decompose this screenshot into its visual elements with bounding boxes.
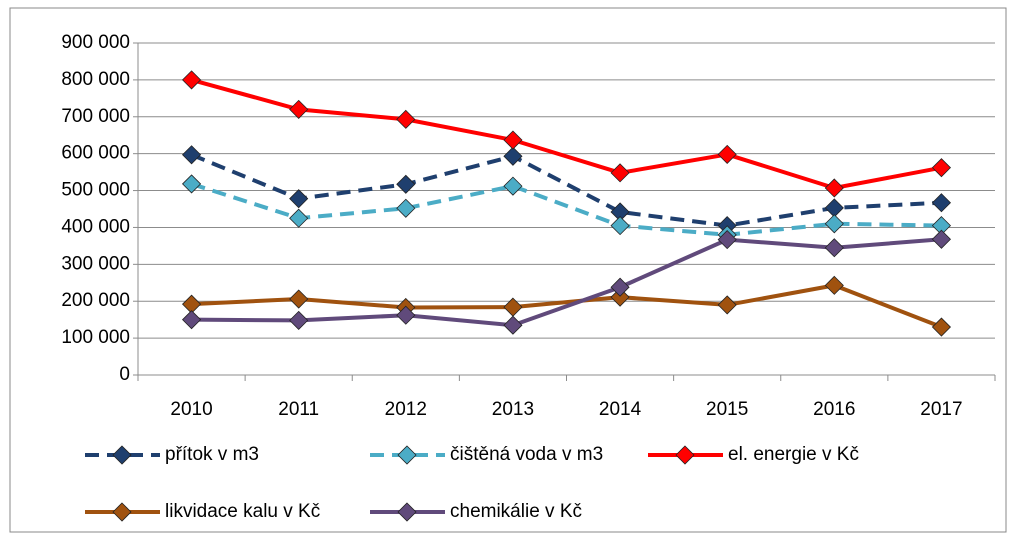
legend-label: likvidace kalu v Kč — [165, 501, 320, 522]
legend-marker — [675, 445, 695, 465]
marker — [289, 99, 309, 119]
y-tick-label: 300 000 — [61, 253, 130, 274]
legend-label: čištěná voda v m3 — [450, 444, 603, 465]
x-tick-label: 2010 — [170, 399, 212, 420]
marker — [824, 238, 844, 258]
legend-label: chemikálie v Kč — [450, 501, 582, 522]
marker — [503, 130, 523, 150]
y-tick-label: 700 000 — [61, 106, 130, 127]
y-tick-label: 600 000 — [61, 143, 130, 164]
legend-marker — [112, 502, 132, 522]
marker — [396, 109, 416, 129]
marker — [931, 229, 952, 249]
y-tick-label: 900 000 — [61, 32, 130, 53]
legend-label: přítok v m3 — [165, 444, 259, 465]
series-line — [190, 182, 942, 237]
marker — [503, 146, 523, 166]
legend-marker — [397, 502, 417, 522]
y-tick-label: 0 — [119, 364, 130, 385]
x-tick-label: 2017 — [920, 399, 962, 420]
y-tick-label: 400 000 — [61, 216, 130, 237]
legend-label: el. energie v Kč — [728, 444, 859, 465]
marker — [503, 315, 523, 335]
x-tick-label: 2015 — [706, 399, 748, 420]
marker — [181, 174, 202, 194]
x-tick-label: 2012 — [385, 399, 427, 420]
y-tick-label: 800 000 — [61, 69, 130, 90]
marker — [824, 275, 844, 295]
marker — [289, 310, 309, 330]
series-line — [191, 237, 942, 328]
x-tick-label: 2016 — [813, 399, 855, 420]
marker — [610, 163, 630, 183]
chart-border — [9, 7, 1007, 533]
marker — [717, 295, 737, 315]
marker — [610, 287, 630, 307]
y-tick-label: 200 000 — [61, 290, 130, 311]
marker — [396, 198, 416, 218]
marker — [289, 189, 309, 209]
series-line — [190, 152, 942, 228]
marker — [396, 305, 416, 325]
marker — [717, 144, 737, 164]
legend-marker — [112, 445, 132, 465]
series-line — [191, 283, 943, 329]
marker — [610, 277, 630, 297]
series-line — [191, 77, 942, 191]
marker — [717, 230, 737, 250]
marker — [396, 174, 416, 194]
y-tick-label: 100 000 — [61, 327, 130, 348]
legend-marker — [397, 445, 417, 465]
marker — [181, 310, 202, 330]
x-tick-label: 2013 — [492, 399, 534, 420]
x-tick-label: 2014 — [599, 399, 642, 420]
marker — [931, 193, 952, 213]
marker — [824, 178, 844, 198]
marker — [181, 70, 202, 90]
marker — [289, 289, 309, 309]
marker — [931, 158, 952, 178]
marker — [610, 216, 630, 236]
marker — [181, 145, 202, 165]
x-tick-label: 2011 — [278, 399, 319, 420]
y-tick-label: 500 000 — [61, 180, 130, 201]
marker — [289, 208, 309, 228]
marker — [824, 214, 844, 234]
marker — [931, 317, 952, 337]
marker — [503, 176, 523, 196]
